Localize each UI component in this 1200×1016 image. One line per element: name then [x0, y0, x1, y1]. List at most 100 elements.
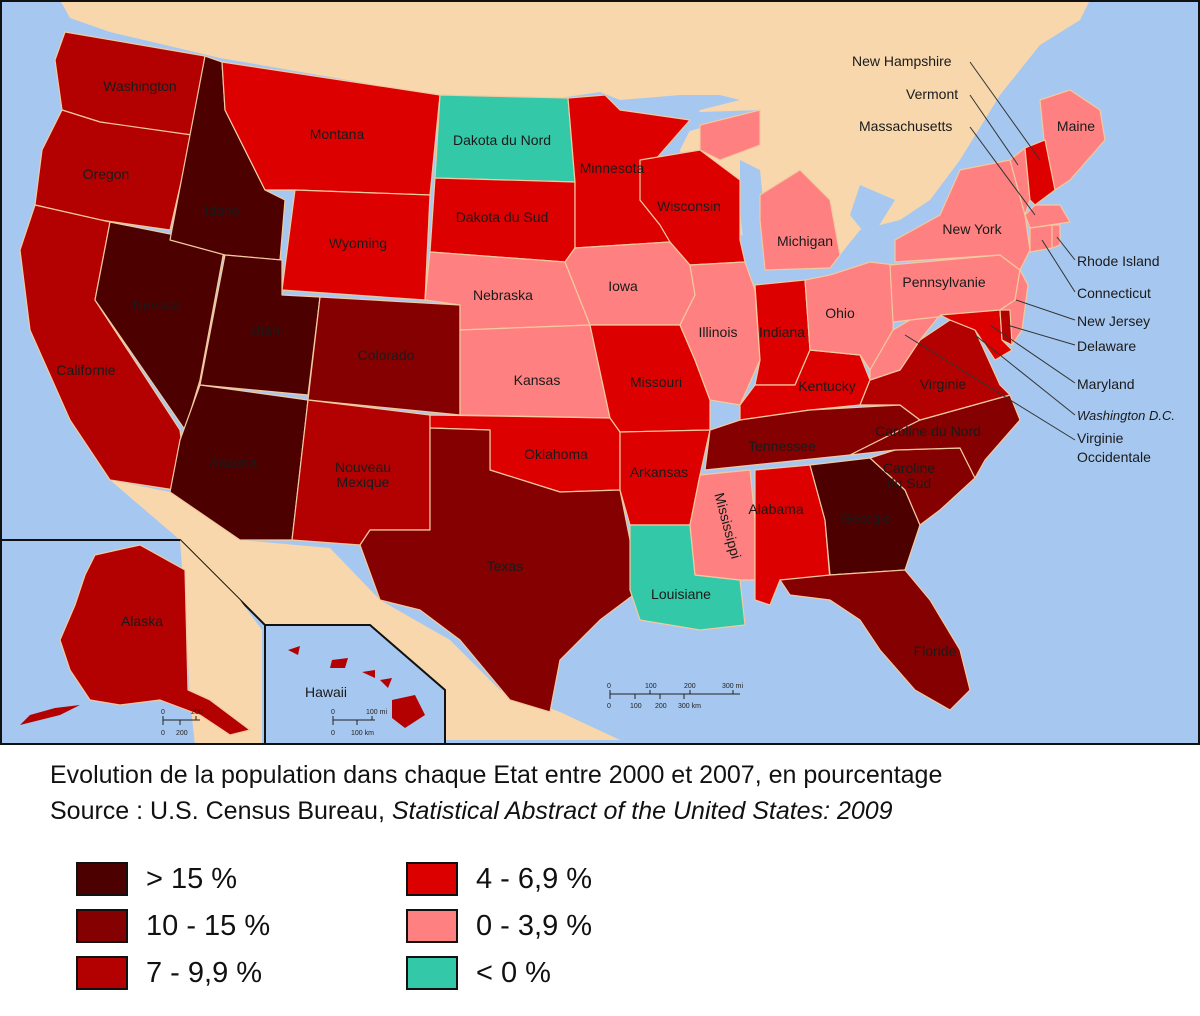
label-oregon: Oregon [83, 166, 130, 182]
state-delaware[interactable] [999, 309, 1013, 346]
scale-alaska-bottom-200: 200 [176, 730, 188, 737]
label-ohio: Ohio [825, 305, 855, 321]
states [19, 31, 1106, 713]
legend-label-gt15: > 15 % [146, 862, 238, 895]
label-arkansas: Arkansas [630, 464, 688, 480]
state-labels: Washington Oregon Californie Nevada Idah… [56, 78, 1095, 700]
label-nevada: Nevada [133, 297, 181, 313]
label-oklahoma: Oklahoma [524, 446, 588, 462]
state-michigan-up[interactable] [699, 109, 761, 161]
alaska-aleutians [20, 705, 80, 725]
scale-bar-main: 0 100 200 300 mi 0 100 200 300 km [607, 683, 743, 710]
state-new-hampshire[interactable] [1024, 139, 1056, 206]
scale-main-mi-0: 0 [607, 683, 611, 690]
state-mississippi[interactable] [689, 469, 756, 581]
label-maine: Maine [1057, 118, 1095, 134]
label-illinois: Illinois [699, 324, 738, 340]
state-rhode-island[interactable] [1051, 224, 1061, 249]
legend-swatch-7-10 [76, 956, 128, 990]
label-south-dakota: Dakota du Sud [456, 209, 549, 225]
lake-huron [850, 185, 895, 240]
callouts: New Hampshire Vermont Massachusetts Rhod… [852, 53, 1175, 465]
hawaii-inset [264, 624, 446, 745]
leader-new-jersey [1015, 299, 1076, 321]
state-michigan[interactable] [759, 169, 841, 271]
scale-hawaii-km-0: 0 [331, 730, 335, 737]
state-texas[interactable] [359, 427, 641, 713]
scale-alaska-bottom-0: 0 [161, 730, 165, 737]
callout-west-virginia-1: Virginie [1077, 430, 1124, 446]
label-arizona: Arizona [209, 454, 257, 470]
callout-massachusetts: Massachusetts [859, 118, 952, 134]
label-indiana: Indiana [759, 324, 805, 340]
label-wyoming: Wyoming [329, 235, 387, 251]
hawaii-island-big [392, 695, 425, 728]
leader-connecticut [1041, 239, 1076, 293]
callout-rhode-island: Rhode Island [1077, 253, 1160, 269]
legend-swatch-0-4 [406, 909, 458, 943]
scale-main-km-100: 100 [630, 703, 642, 710]
scale-hawaii-km-100: 100 km [351, 730, 374, 737]
state-west-virginia[interactable] [869, 314, 941, 381]
scale-main-km-300: 300 km [678, 703, 701, 710]
hawaii-island-3 [362, 670, 375, 678]
legend-swatch-gt15 [76, 862, 128, 896]
scale-hawaii-mi-100: 100 mi [366, 709, 387, 716]
caption-source-prefix: Source : U.S. Census Bureau, [50, 797, 392, 825]
state-illinois[interactable] [679, 261, 761, 406]
state-new-york[interactable] [894, 159, 1031, 271]
legend-item-neg: < 0 % [406, 956, 551, 990]
state-florida[interactable] [779, 569, 971, 711]
state-connecticut[interactable] [1029, 224, 1053, 253]
label-tennessee: Tennessee [748, 438, 816, 454]
lake-michigan [740, 160, 765, 260]
state-alaska[interactable] [59, 544, 251, 736]
label-washington: Washington [103, 78, 176, 94]
label-missouri: Missouri [630, 374, 682, 390]
label-colorado: Colorado [358, 347, 415, 363]
legend-swatch-4-7 [406, 862, 458, 896]
scale-hawaii-mi-0: 0 [331, 709, 335, 716]
scale-main-km-0: 0 [607, 703, 611, 710]
label-iowa: Iowa [608, 278, 638, 294]
label-georgia: Georgie [841, 510, 891, 526]
scale-alaska-top-200: 200 [191, 709, 203, 716]
callout-new-jersey: New Jersey [1077, 313, 1150, 329]
map-caption: Evolution de la population dans chaque E… [50, 757, 942, 829]
legend-label-0-4: 0 - 3,9 % [476, 909, 593, 942]
scale-bar-hawaii: 0 100 mi 0 100 km [331, 709, 387, 737]
leader-delaware [1006, 324, 1076, 346]
label-hawaii: Hawaii [305, 684, 347, 700]
legend-label-7-10: 7 - 9,9 % [146, 956, 263, 989]
legend-swatch-neg [406, 956, 458, 990]
legend-swatch-10-15 [76, 909, 128, 943]
callout-vermont: Vermont [906, 86, 958, 102]
scale-main-mi-100: 100 [645, 683, 657, 690]
label-south-carolina-2: du Sud [887, 475, 931, 491]
legend-item-4-7: 4 - 6,9 % [406, 862, 592, 896]
label-south-carolina-1: Caroline [883, 460, 935, 476]
label-alaska: Alaska [121, 613, 163, 629]
leader-vermont [969, 94, 1019, 166]
label-pennsylvania: Pennsylvanie [902, 274, 985, 290]
state-oregon[interactable] [34, 109, 193, 231]
callout-washington-dc: Washington D.C. [1077, 408, 1175, 423]
leader-maryland [989, 324, 1076, 384]
legend: > 15 % 10 - 15 % 7 - 9,9 % 4 - 6,9 % 0 -… [76, 862, 776, 1002]
canada-inset-land [180, 540, 262, 745]
scale-main-mi-200: 200 [684, 683, 696, 690]
label-california: Californie [56, 362, 115, 378]
callout-delaware: Delaware [1077, 338, 1136, 354]
leader-rhode-island [1056, 236, 1076, 261]
label-north-dakota: Dakota du Nord [453, 132, 551, 148]
state-massachusetts[interactable] [1024, 204, 1071, 229]
scale-bar-alaska: 0 200 0 200 [161, 709, 203, 737]
label-kentucky: Kentucky [798, 378, 856, 394]
scale-alaska-top-0: 0 [161, 709, 165, 716]
caption-source: Source : U.S. Census Bureau, Statistical… [50, 793, 942, 829]
label-louisiana: Louisiane [651, 586, 711, 602]
label-michigan: Michigan [777, 233, 833, 249]
canada-land [60, 0, 1090, 255]
scale-main-mi-300: 300 mi [722, 683, 743, 690]
legend-item-7-10: 7 - 9,9 % [76, 956, 262, 990]
